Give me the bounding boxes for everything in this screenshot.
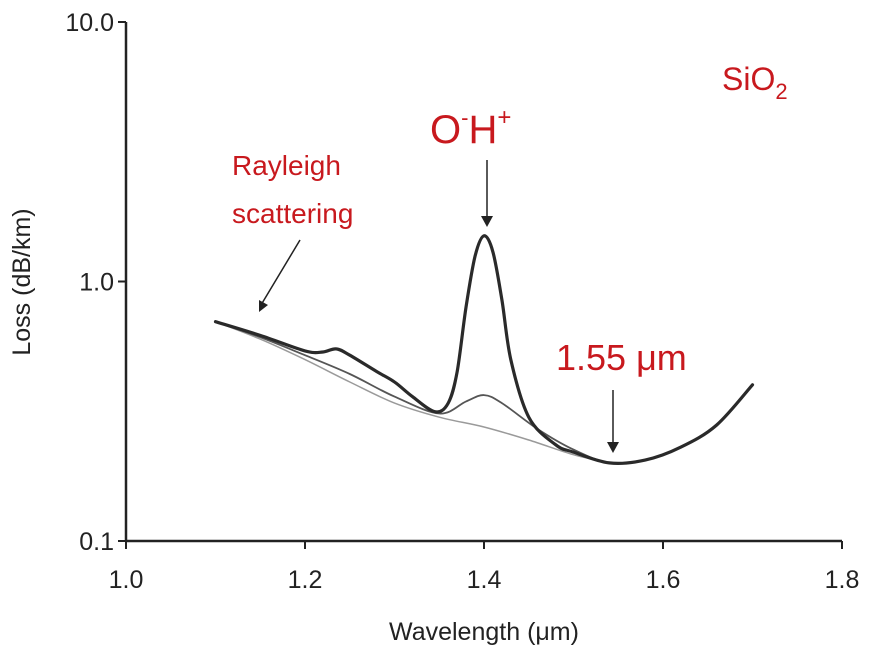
x-ticks: 1.0 1.2 1.4 1.6 1.8 xyxy=(109,541,860,594)
oh-label-minus: - xyxy=(461,105,468,130)
series-line-1 xyxy=(213,234,755,465)
x-tick-label: 1.0 xyxy=(109,566,144,594)
oh-label-plus: + xyxy=(497,104,511,131)
sio2-label-subscript: 2 xyxy=(775,79,787,104)
wavelength-arrow-head xyxy=(607,442,619,453)
rayleigh-arrow-shaft xyxy=(260,239,301,306)
y-ticks: 0.1 1.0 10.0 xyxy=(65,9,126,556)
oh-label-o: O xyxy=(430,108,461,152)
x-tick-label: 1.8 xyxy=(825,566,860,594)
sio2-label: SiO2 xyxy=(722,61,788,104)
wavelength-1-55-label: 1.55 μm xyxy=(556,337,687,378)
y-axis-title: Loss (dB/km) xyxy=(8,208,36,355)
sio2-label-main: SiO xyxy=(722,61,775,97)
oh-label: O-H+ xyxy=(430,104,511,152)
x-tick-label: 1.4 xyxy=(467,566,502,594)
oh-arrow-head xyxy=(481,216,493,227)
series-layer xyxy=(213,234,755,465)
y-tick-label: 10.0 xyxy=(65,9,114,37)
x-tick-label: 1.6 xyxy=(646,566,681,594)
rayleigh-label-line2: scattering xyxy=(232,198,353,229)
x-axis-title: Wavelength (μm) xyxy=(389,618,579,646)
rayleigh-arrow-head xyxy=(259,300,268,312)
y-tick-label: 0.1 xyxy=(79,528,114,556)
x-tick-label: 1.2 xyxy=(288,566,323,594)
series-line-3 xyxy=(214,320,611,464)
oh-label-h: H xyxy=(468,108,497,152)
rayleigh-label-line1: Rayleigh xyxy=(232,150,341,181)
y-tick-label: 1.0 xyxy=(79,269,114,297)
